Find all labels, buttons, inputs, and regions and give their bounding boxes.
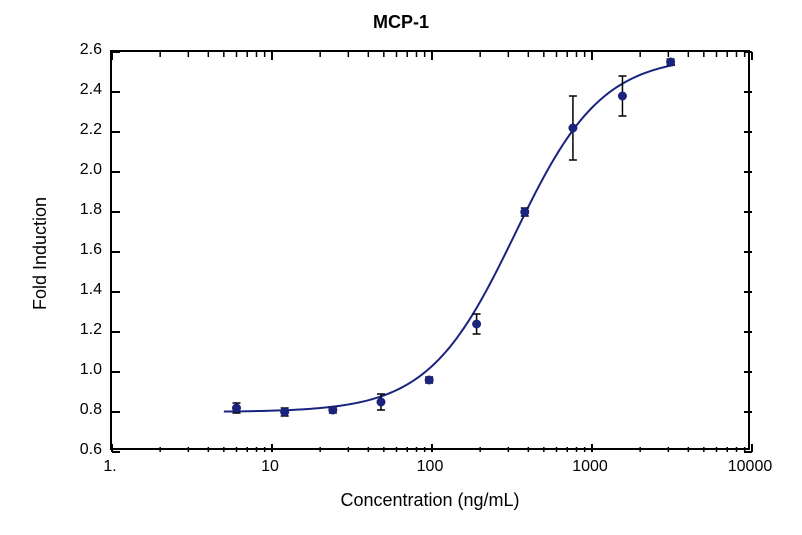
- x-axis-label: Concentration (ng/mL): [110, 490, 750, 511]
- y-tick-label: 0.8: [62, 401, 102, 419]
- plot-area: [110, 50, 750, 450]
- x-tick-label: 10: [230, 458, 310, 476]
- y-tick-label: 1.8: [62, 201, 102, 219]
- dose-response-chart: MCP-1 Fold Induction Concentration (ng/m…: [0, 0, 802, 535]
- x-tick-label: 1.: [70, 458, 150, 476]
- y-tick-label: 2.4: [62, 81, 102, 99]
- y-axis-label: Fold Induction: [30, 197, 51, 310]
- y-tick-label: 2.6: [62, 41, 102, 59]
- y-tick-label: 1.4: [62, 281, 102, 299]
- y-tick-label: 1.6: [62, 241, 102, 259]
- x-tick-label: 10000: [710, 458, 790, 476]
- y-tick-label: 2.0: [62, 161, 102, 179]
- plot-svg: [112, 52, 752, 452]
- y-tick-label: 2.2: [62, 121, 102, 139]
- y-tick-label: 1.0: [62, 361, 102, 379]
- y-tick-label: 0.6: [62, 441, 102, 459]
- y-tick-label: 1.2: [62, 321, 102, 339]
- chart-title: MCP-1: [0, 12, 802, 33]
- x-tick-label: 100: [390, 458, 470, 476]
- x-tick-label: 1000: [550, 458, 630, 476]
